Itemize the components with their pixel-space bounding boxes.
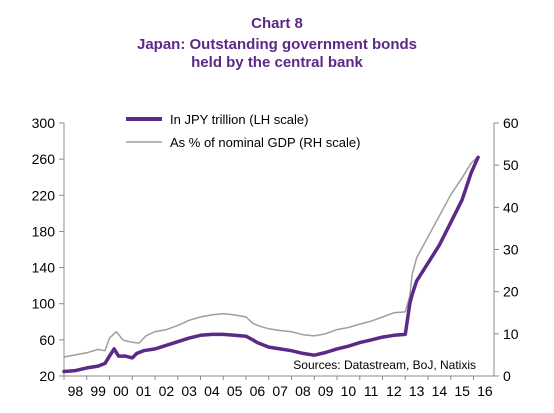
chart-title-line1: Japan: Outstanding government bonds xyxy=(136,36,417,53)
source-note: Sources: Datastream, BoJ, Natixis xyxy=(293,358,476,372)
y-right-tick-label: 60 xyxy=(503,115,519,131)
x-tick-label: 11 xyxy=(364,383,379,399)
x-tick-label: 03 xyxy=(181,383,197,399)
series-line-jpy xyxy=(62,155,480,374)
series-line-gdp xyxy=(63,155,479,358)
x-tick-label: 12 xyxy=(386,383,402,399)
legend-label-gdp: As % of nominal GDP (RH scale) xyxy=(170,135,361,150)
x-tick-label: 07 xyxy=(272,383,288,399)
y-right-tick-label: 40 xyxy=(503,199,519,215)
x-tick-label: 02 xyxy=(159,383,175,399)
x-tick-label: 99 xyxy=(90,383,106,399)
x-tick-label: 16 xyxy=(477,383,493,399)
x-tick-label: 06 xyxy=(250,383,266,399)
x-tick-label: 15 xyxy=(454,383,470,399)
x-tick-label: 98 xyxy=(68,383,84,399)
y-left-tick-label: 140 xyxy=(32,260,56,276)
y-left-tick-label: 100 xyxy=(32,296,56,312)
y-left-tick-label: 20 xyxy=(39,368,55,384)
y-left-tick-label: 180 xyxy=(32,223,56,239)
x-tick-label: 00 xyxy=(113,383,129,399)
y-left-tick-label: 60 xyxy=(39,332,55,348)
y-left-tick-label: 220 xyxy=(32,187,56,203)
x-tick-label: 05 xyxy=(227,383,243,399)
chart-title-line2: held by the central bank xyxy=(191,54,363,71)
y-right-tick-label: 0 xyxy=(503,368,511,384)
y-right-tick-label: 50 xyxy=(503,157,519,173)
x-tick-label: 01 xyxy=(136,383,152,399)
y-right-tick-label: 20 xyxy=(503,284,519,300)
y-left-tick-label: 260 xyxy=(32,151,56,167)
legend-label-jpy: In JPY trillion (LH scale) xyxy=(170,112,308,127)
x-tick-label: 04 xyxy=(204,383,220,399)
x-tick-label: 09 xyxy=(318,383,334,399)
y-left-tick-label: 300 xyxy=(32,115,56,131)
x-tick-label: 13 xyxy=(409,383,425,399)
y-right-tick-label: 30 xyxy=(503,242,519,258)
x-tick-label: 10 xyxy=(341,383,357,399)
y-right-tick-label: 10 xyxy=(503,326,519,342)
x-tick-label: 08 xyxy=(295,383,311,399)
chart-label: Chart 8 xyxy=(251,15,303,32)
x-tick-label: 14 xyxy=(432,383,448,399)
legend: In JPY trillion (LH scale) As % of nomin… xyxy=(126,112,361,150)
